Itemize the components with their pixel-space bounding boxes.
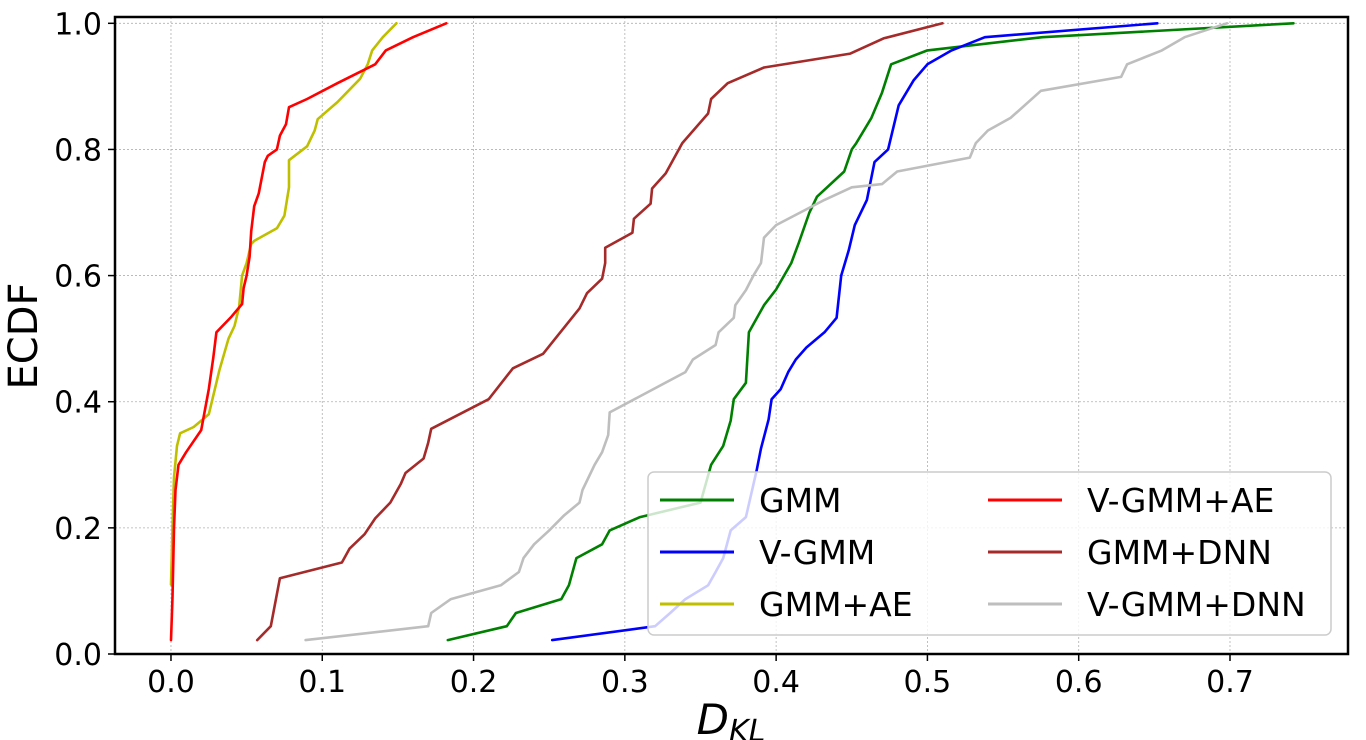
y-axis: 0.0 0.2 0.4 0.6 0.8 1.0 [54, 7, 115, 673]
x-tick-label: 0.1 [298, 665, 346, 700]
x-tick-label: 0.6 [1055, 665, 1103, 700]
x-axis-title-main: D [697, 695, 729, 740]
legend-label-v-gmm: V-GMM [759, 533, 875, 572]
x-tick-label: 0.7 [1206, 665, 1254, 700]
series-line-gmm-dnn [255, 21, 944, 642]
legend-label-gmm-dnn: GMM+DNN [1087, 533, 1272, 572]
y-tick-label: 0.4 [54, 386, 102, 421]
y-tick-label: 1.0 [54, 7, 102, 42]
legend-label-gmm-ae: GMM+AE [759, 585, 913, 624]
series-line-gmm-ae [169, 21, 398, 586]
x-tick-label: 0.0 [147, 665, 195, 700]
x-axis: 0.0 0.1 0.2 0.3 0.4 0.5 0.6 0.7 [147, 654, 1254, 700]
y-axis-title: ECDF [1, 282, 47, 389]
series-line-v-gmm-ae [169, 21, 448, 642]
plot-frame [113, 15, 1350, 656]
y-tick-label: 0.8 [54, 133, 102, 168]
legend: GMM V-GMM GMM+AE V-GMM+AE GMM+DNN V-GMM+DNN [647, 471, 1332, 636]
x-tick-label: 0.3 [601, 665, 649, 700]
x-tick-label: 0.4 [752, 665, 800, 700]
y-tick-label: 0.6 [54, 260, 102, 295]
y-tick-label: 0.2 [54, 512, 102, 547]
legend-label-v-gmm-dnn: V-GMM+DNN [1087, 585, 1306, 624]
legend-label-v-gmm-ae: V-GMM+AE [1087, 481, 1274, 520]
series-line-v-gmm-dnn [304, 21, 1229, 642]
y-tick-label: 0.0 [54, 638, 102, 673]
legend-label-gmm: GMM [759, 481, 842, 520]
x-tick-label: 0.5 [904, 665, 952, 700]
x-tick-label: 0.2 [450, 665, 498, 700]
series-line-gmm [446, 21, 1295, 642]
x-axis-title: DKL [697, 695, 766, 740]
x-axis-title-subscript: KL [729, 714, 765, 740]
